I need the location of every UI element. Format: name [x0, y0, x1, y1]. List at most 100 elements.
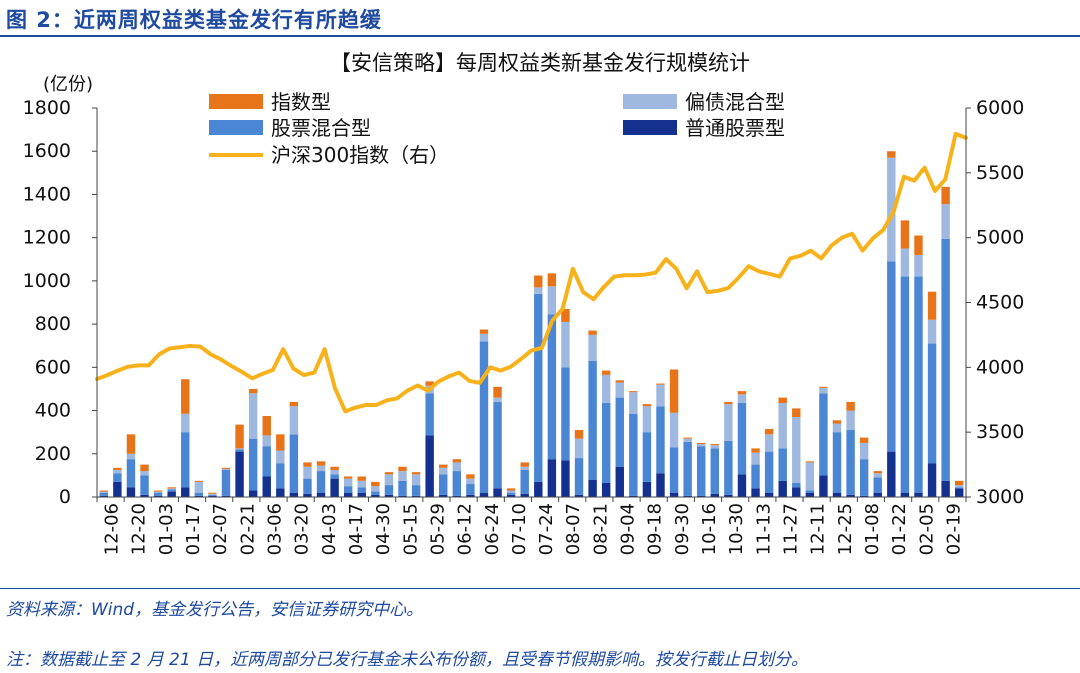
bar-segment	[99, 495, 108, 497]
bar-segment	[955, 487, 964, 489]
bar-segment	[601, 370, 611, 375]
bar-segment	[615, 382, 624, 398]
bar-segment	[941, 480, 950, 497]
bar-segment	[887, 151, 896, 158]
bar-segment	[384, 494, 394, 497]
bar-segment	[520, 462, 529, 467]
bar-segment	[669, 492, 679, 497]
bar-segment	[411, 485, 421, 496]
bar-segment	[710, 493, 720, 497]
left-axis-tick-label: 0	[59, 486, 71, 508]
axes-layer: 0 200 400 600 800 1000 1200 1400 1600 1800 3000 350…	[23, 97, 1025, 555]
bar-segment	[126, 453, 136, 460]
bar-segment	[221, 468, 231, 470]
bar-segment	[357, 487, 366, 493]
bar-segment	[398, 466, 407, 472]
bar-segment	[914, 276, 923, 493]
bar-segment	[208, 495, 217, 497]
bar-segment	[588, 330, 597, 335]
bar-segment	[534, 293, 543, 482]
bar-segment	[235, 451, 244, 497]
bar-segment	[778, 402, 787, 449]
bar-segment	[846, 494, 855, 497]
x-tick-label: 02-21	[237, 503, 258, 555]
bar-segment	[113, 473, 122, 482]
bar-segment	[289, 406, 299, 435]
bar-segment	[357, 480, 366, 488]
bar-segment	[493, 488, 502, 497]
bar-segment	[601, 374, 611, 403]
bar-segment	[316, 461, 326, 466]
footnote: 注：数据截止至 2 月 21 日，近两周部分已发行基金未公布份额，且受春节假期影…	[6, 650, 809, 670]
left-axis-unit: (亿份)	[43, 74, 93, 95]
bar-segment	[941, 186, 950, 205]
x-tick-label: 09-18	[645, 503, 666, 555]
bar-segment	[669, 447, 679, 493]
bar-segment	[140, 475, 149, 495]
bar-segment	[343, 486, 353, 493]
bar-segment	[859, 437, 869, 443]
bar-segment	[411, 472, 421, 475]
bar-segment	[316, 471, 326, 493]
bar-segment	[751, 488, 760, 497]
bar-segment	[99, 491, 108, 493]
bar-segment	[778, 448, 787, 481]
bar-segment	[534, 481, 543, 497]
bar-segment	[316, 465, 326, 472]
bar-segment	[764, 492, 774, 497]
bar-segment	[506, 494, 516, 497]
x-tick-label: 11-13	[753, 503, 774, 555]
csi300-line	[95, 131, 968, 414]
bar-segment	[900, 492, 910, 497]
bars-layer	[99, 151, 964, 497]
bar-segment	[153, 495, 163, 497]
bar-segment	[506, 492, 516, 495]
bar-segment	[140, 471, 149, 476]
bar-segment	[955, 488, 964, 497]
bar-segment	[900, 220, 910, 249]
x-tick-label: 12-06	[102, 503, 123, 555]
bar-segment	[805, 492, 815, 497]
bar-segment	[452, 462, 462, 472]
x-tick-label: 02-07	[210, 503, 231, 555]
bar-segment	[357, 492, 366, 497]
bar-segment	[235, 449, 244, 452]
bar-segment	[846, 430, 855, 495]
x-tick-label: 09-30	[672, 503, 693, 555]
bar-segment	[506, 490, 516, 493]
bar-segment	[547, 273, 557, 287]
bar-segment	[384, 474, 394, 486]
bar-segment	[683, 495, 692, 497]
bar-segment	[792, 408, 801, 418]
legend-label-bond: 偏债混合型	[685, 90, 785, 114]
left-axis-tick-label: 1800	[23, 97, 71, 119]
bar-segment	[751, 452, 760, 465]
right-axis-tick-label: 6000	[976, 97, 1024, 119]
bar-segment	[561, 308, 570, 322]
x-tick-label: 01-03	[156, 503, 177, 555]
bar-segment	[737, 391, 747, 395]
bar-segment	[167, 491, 176, 497]
bar-segment	[710, 444, 720, 446]
bar-segment	[303, 466, 312, 479]
bar-segment	[343, 478, 353, 487]
bar-segment	[439, 467, 448, 475]
bar-segment	[520, 469, 529, 494]
bar-segment	[615, 397, 624, 467]
bar-segment	[452, 495, 462, 497]
x-tick-label: 02-05	[916, 503, 937, 555]
bar-segment	[248, 438, 258, 491]
bar-segment	[289, 492, 299, 497]
legend-swatch-stock	[623, 120, 677, 135]
x-tick-label: 04-17	[346, 503, 367, 555]
bar-segment	[683, 438, 692, 442]
bar-segment	[859, 495, 869, 497]
bar-segment	[181, 413, 190, 433]
bar-segment	[601, 482, 611, 497]
bar-segment	[629, 392, 638, 414]
bar-segment	[167, 488, 176, 490]
x-tick-label: 11-27	[780, 503, 801, 555]
x-tick-label: 06-12	[455, 503, 476, 555]
bar-segment	[574, 494, 584, 497]
x-tick-label: 04-30	[373, 503, 394, 555]
